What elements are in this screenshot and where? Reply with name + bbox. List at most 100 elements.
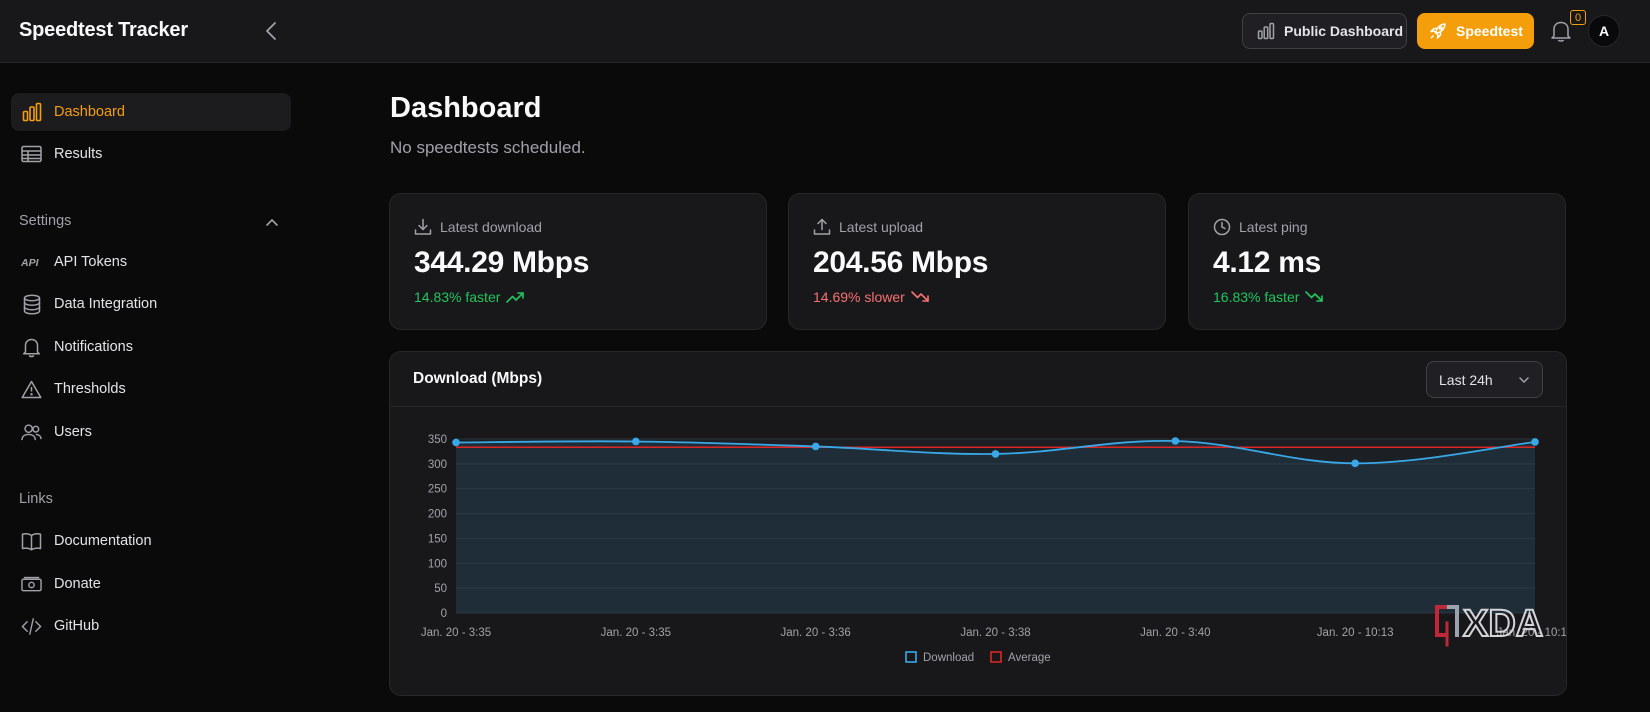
x-tick-label: Jan. 20 - 3:40 [1140,627,1210,639]
stat-delta: 16.83% faster [1213,289,1300,305]
links-group-label: Links [19,491,53,507]
x-tick-label: Jan. 20 - 3:35 [601,627,671,639]
sidebar-item-documentation[interactable]: Documentation [11,522,291,560]
chart-header: Download (Mbps) Last 24h [390,352,1566,407]
app-title: Speedtest Tracker [19,19,188,41]
stat-value: 344.29 Mbps [414,246,590,279]
sidebar-item-label: Donate [54,576,101,592]
sidebar-item-thresholds[interactable]: Thresholds [11,370,291,408]
sidebar-item-users[interactable]: Users [11,413,291,451]
chevron-down-icon [1519,377,1529,383]
page-title: Dashboard [390,92,542,124]
download-point [452,438,460,447]
sidebar-item-label: Dashboard [54,104,125,120]
sidebar-item-label: Results [54,146,103,162]
sidebar-item-dashboard[interactable]: Dashboard [11,93,291,131]
sidebar-item-api-tokens[interactable]: API API Tokens [11,243,291,281]
download-point [991,450,1000,458]
xda-watermark-logo: XDA [1435,602,1544,647]
bell-icon [21,337,42,358]
x-tick-label: Jan. 20 - 3:38 [960,627,1030,639]
collapse-sidebar-button[interactable] [262,20,280,42]
bar-chart-icon [21,102,42,123]
download-point [1351,459,1359,468]
time-range-value: Last 24h [1439,371,1493,388]
trending-up-icon [506,292,525,303]
stat-delta: 14.69% slower [813,289,905,305]
time-range-select[interactable]: Last 24h [1426,361,1543,398]
public-dashboard-label: Public Dashboard [1284,23,1404,39]
notifications-button[interactable] [1550,19,1572,43]
trending-down-icon [911,291,929,302]
download-area-fill [456,440,1535,613]
stat-value: 204.56 Mbps [813,246,989,279]
table-icon [21,144,42,165]
sidebar-item-github[interactable]: GitHub [11,607,291,645]
stat-label: Latest upload [839,219,924,235]
speedtest-button[interactable]: Speedtest [1417,13,1534,49]
book-icon [21,531,42,552]
download-line-chart: 0 50 100 150 200 250 300 350 Jan. 20 - 3:35 Jan. … [421,434,1567,664]
download-icon [414,218,432,235]
y-tick-label: 100 [428,558,447,570]
trending-down-icon [1305,291,1324,302]
legend-swatch [990,651,1002,663]
latest-ping-card: Latest ping 4.12 ms 16.83% faster [1188,193,1566,330]
chevron-up-icon[interactable] [265,215,279,229]
sidebar-item-donate[interactable]: Donate [11,565,291,603]
x-tick-label: Jan. 20 - 10:13 [1317,627,1394,639]
sidebar-item-label: Users [54,424,92,440]
x-tick-label: Jan. 20 - 10:14 [1497,627,1567,639]
speedtest-label: Speedtest [1456,23,1523,39]
stat-label: Latest download [440,219,542,235]
sidebar-item-results[interactable]: Results [11,135,291,173]
download-point [1171,437,1180,445]
api-icon: API [21,252,42,273]
sidebar-item-label: GitHub [54,618,100,634]
code-icon [21,616,42,637]
clock-icon [1213,218,1231,236]
legend-swatch [905,651,917,663]
database-icon [21,293,42,315]
upload-icon [813,218,831,235]
warning-icon [21,379,42,400]
top-bar: Speedtest Tracker Public Dashboard Speed… [0,0,1650,63]
plot-area [456,439,1535,613]
y-tick-label: 250 [428,484,447,496]
legend-label: Download [923,652,974,664]
sidebar-item-data-integration[interactable]: Data Integration [11,285,291,323]
latest-upload-card: Latest upload 204.56 Mbps 14.69% slower [788,193,1166,330]
page-subtitle: No speedtests scheduled. [390,138,586,157]
download-point [811,442,820,451]
public-dashboard-button[interactable]: Public Dashboard [1242,13,1407,49]
y-tick-label: 0 [441,608,447,620]
svg-text:API: API [21,257,40,269]
sidebar-item-label: Thresholds [54,381,126,397]
settings-group-label: Settings [19,213,72,229]
sidebar-item-label: Notifications [54,339,133,355]
x-tick-label: Jan. 20 - 3:35 [421,627,491,639]
chart-title: Download (Mbps) [413,370,543,387]
y-tick-label: 150 [428,533,447,545]
stat-value: 4.12 ms [1213,246,1321,279]
download-point [1531,438,1539,446]
sidebar-item-label: API Tokens [54,254,128,270]
legend-label: Average [1008,652,1051,664]
stat-delta: 14.83% faster [414,289,501,305]
download-point [632,437,640,446]
sidebar: Dashboard Results Settings API API Token… [0,63,300,712]
y-tick-label: 300 [428,459,447,471]
rocket-icon [1430,23,1446,39]
sidebar-item-notifications[interactable]: Notifications [11,328,291,366]
notification-count-badge: 0 [1570,10,1586,25]
y-tick-label: 350 [428,434,447,446]
y-tick-label: 50 [434,583,447,595]
download-chart-card: Download (Mbps) Last 24h 0 50 100 150 200 250… [389,351,1567,696]
stat-label: Latest ping [1239,219,1308,235]
xda-watermark-text: XDA [1463,603,1543,645]
latest-download-card: Latest download 344.29 Mbps 14.83% faste… [389,193,767,330]
user-avatar[interactable]: A [1588,15,1620,47]
sidebar-item-label: Documentation [54,533,152,549]
y-tick-label: 200 [428,509,447,521]
sidebar-item-label: Data Integration [54,296,158,312]
